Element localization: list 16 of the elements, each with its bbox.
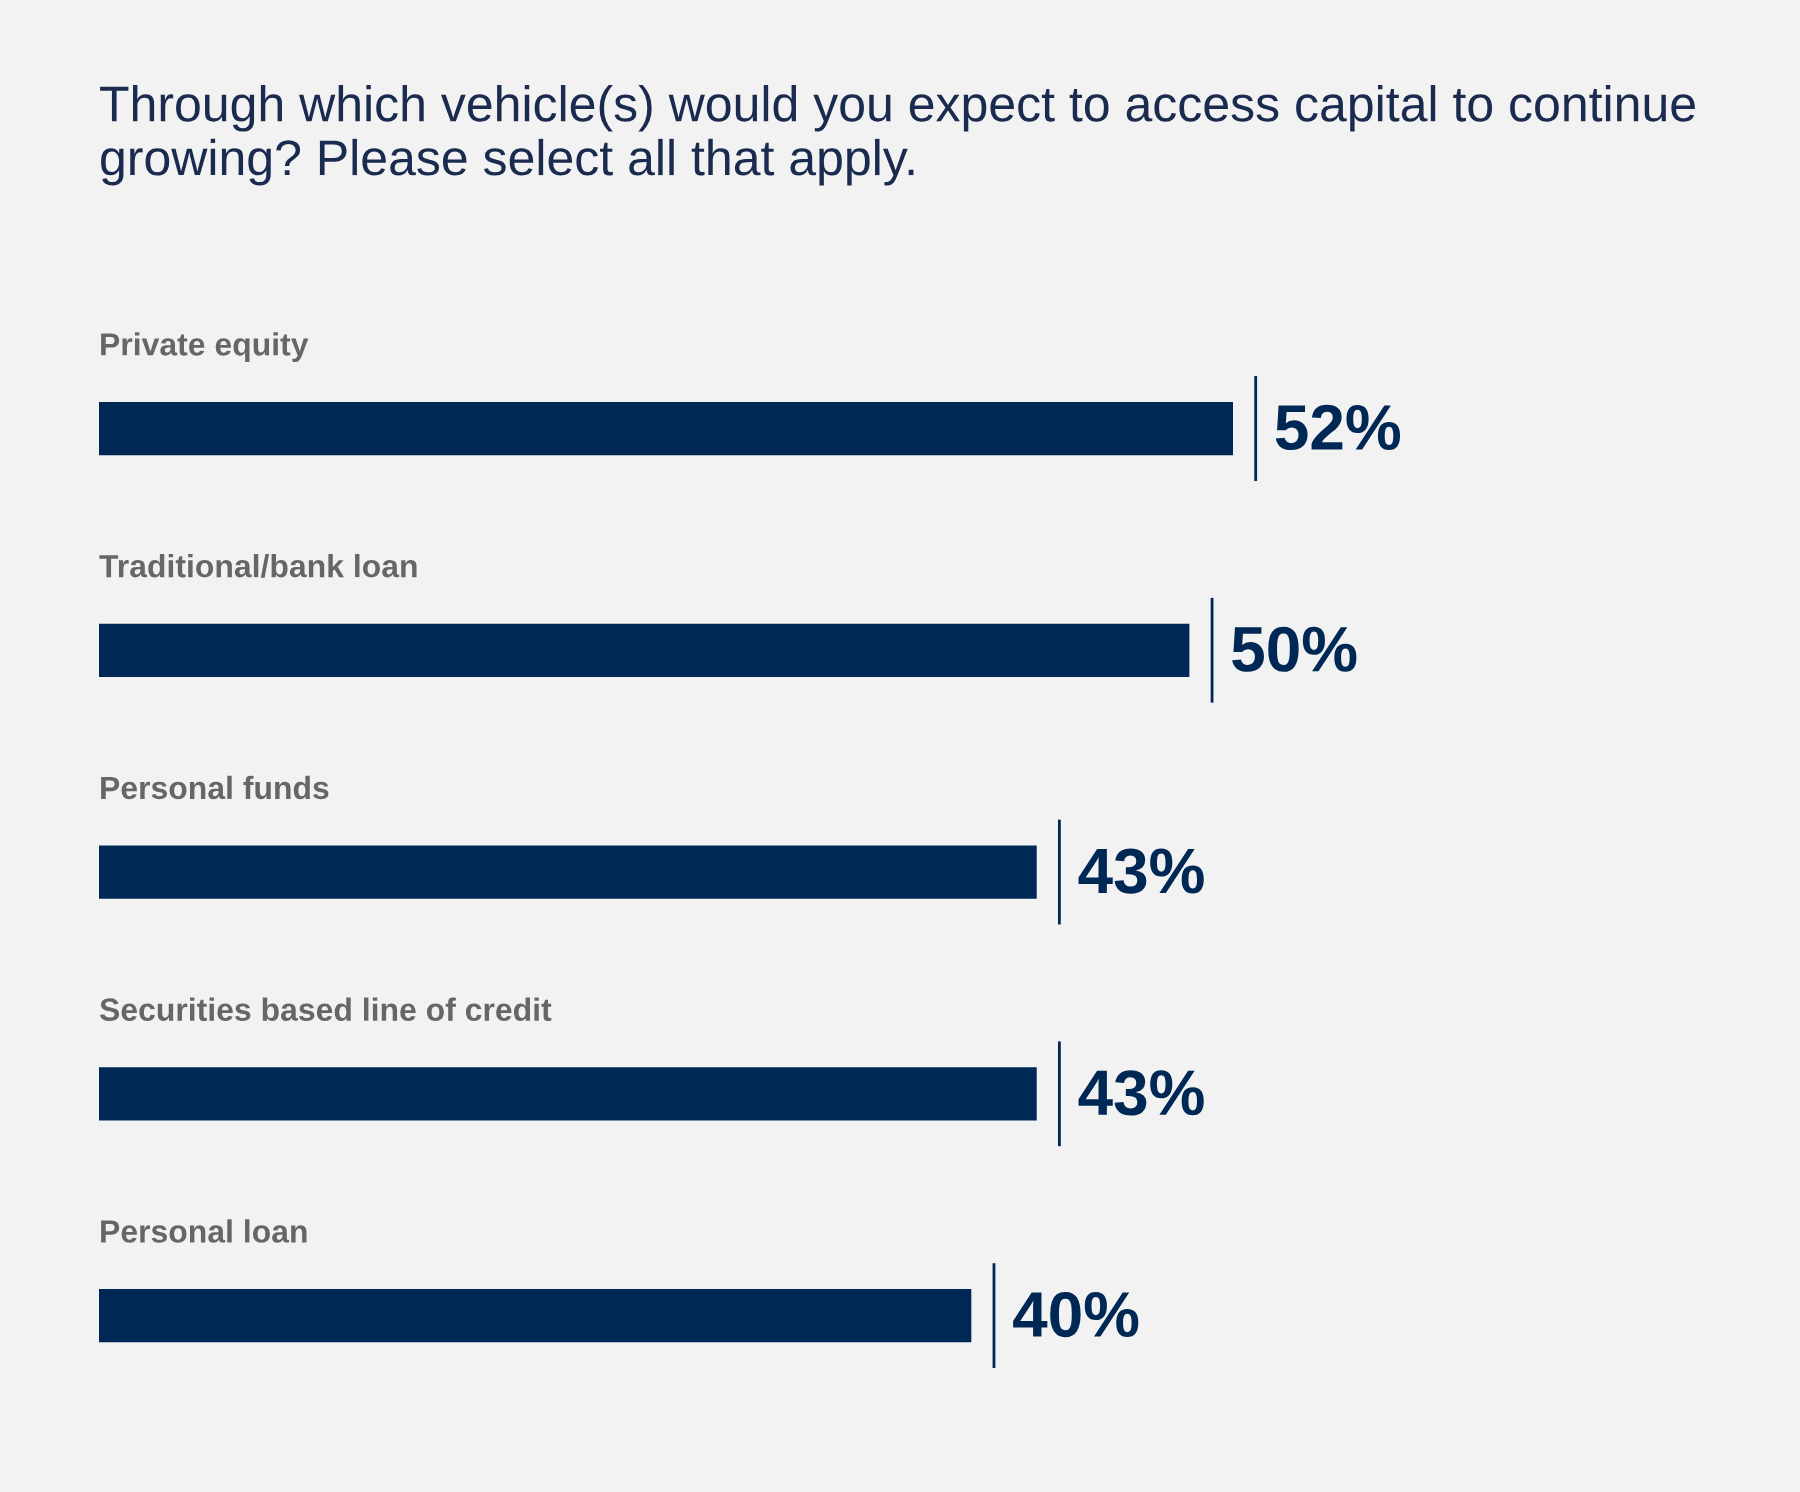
data-label: 50% <box>1232 626 1357 672</box>
data-label: 43% <box>1078 848 1204 894</box>
data-label: 52% <box>1275 404 1401 451</box>
y-tick-label: Securities based line of credit <box>99 997 552 1021</box>
bar <box>99 845 1037 899</box>
y-tick-label: Traditional/bank loan <box>99 553 417 578</box>
bar <box>99 1288 972 1343</box>
data-label: 40% <box>1013 1291 1139 1338</box>
y-tick-label: Personal funds <box>101 775 329 800</box>
y-tick-label: Private equity <box>101 332 309 362</box>
y-tick-label: Personal loan <box>101 1219 307 1243</box>
data-label: 43% <box>1078 1070 1204 1116</box>
bar <box>99 401 1233 456</box>
bar <box>99 623 1190 677</box>
bar <box>99 1067 1037 1121</box>
chart-title: Through which vehicle(s) would you expect to access capital to continue growing? Please select all that apply. <box>100 85 1695 186</box>
